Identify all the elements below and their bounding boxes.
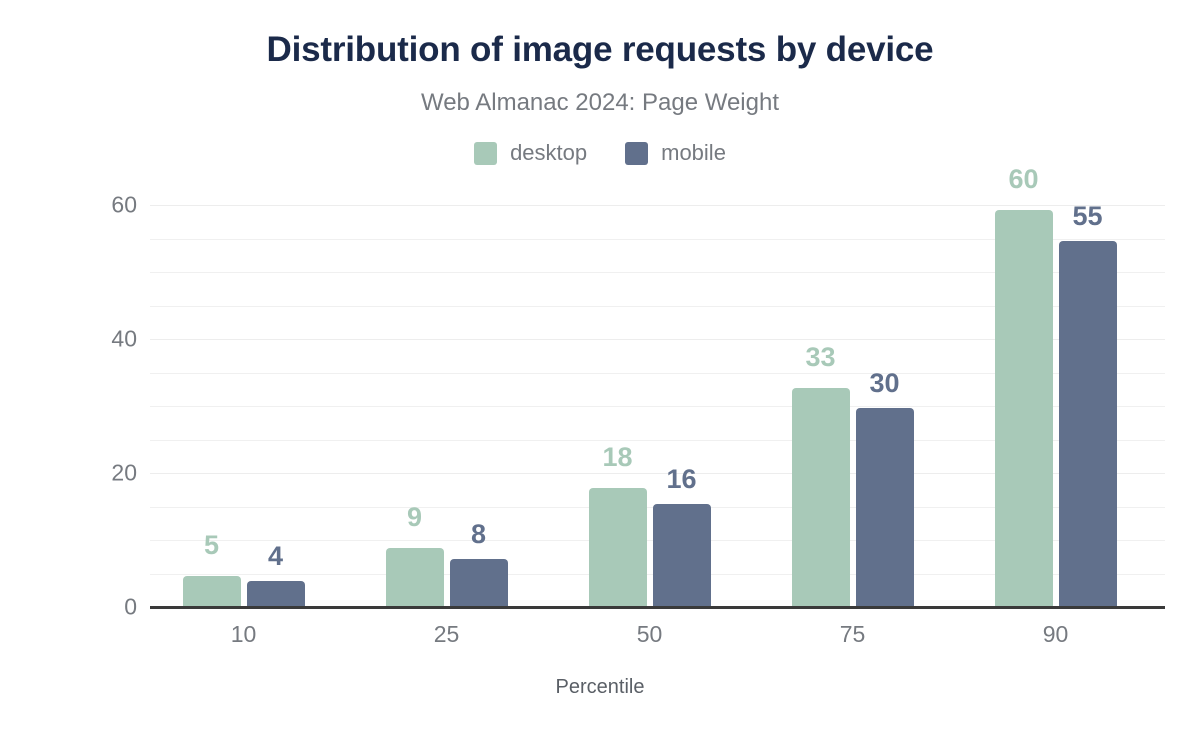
legend-label-desktop: desktop <box>510 140 588 165</box>
x-axis-tick-label: 50 <box>636 621 663 647</box>
bar-desktop-p10[interactable] <box>182 576 241 607</box>
x-axis-line <box>150 606 1165 609</box>
x-axis-title: Percentile <box>555 676 645 698</box>
y-axis-tick-label: 40 <box>111 325 137 352</box>
bar-value-label: 30 <box>869 368 900 398</box>
bar-desktop-p75[interactable] <box>791 387 850 607</box>
bar-value-label: 60 <box>1008 163 1039 194</box>
x-axis-tick-label: 90 <box>1042 621 1069 647</box>
bar-mobile-p90[interactable] <box>1058 240 1117 607</box>
x-axis-tick-label: 25 <box>433 621 460 647</box>
bar-desktop-p90[interactable] <box>994 209 1053 607</box>
plot-area <box>150 205 1165 608</box>
y-axis-tick-label: 60 <box>111 191 137 218</box>
y-axis-tick-label: 20 <box>111 459 137 486</box>
bar-value-label: 9 <box>406 502 423 533</box>
bar-value-label: 55 <box>1072 200 1103 231</box>
bar-desktop-p50[interactable] <box>588 487 647 607</box>
legend-swatch-mobile <box>625 141 649 165</box>
legend-item-mobile[interactable]: mobile <box>625 140 726 166</box>
bar-value-label: 18 <box>602 441 633 472</box>
bar-mobile-p25[interactable] <box>449 558 508 607</box>
legend-item-desktop[interactable]: desktop <box>474 140 587 166</box>
bar-value-label: 33 <box>805 341 836 372</box>
legend-label-mobile: mobile <box>661 140 726 165</box>
chart-legend: desktop mobile <box>0 140 1200 166</box>
x-axis-tick-label: 75 <box>839 621 866 647</box>
bar-value-label: 8 <box>470 518 487 549</box>
x-axis-tick-label: 10 <box>230 621 257 647</box>
bar-mobile-p50[interactable] <box>652 503 711 607</box>
bar-mobile-p10[interactable] <box>246 580 305 607</box>
bar-value-label: 5 <box>203 530 220 561</box>
y-axis-tick-label: 0 <box>124 593 137 620</box>
legend-swatch-desktop <box>474 141 498 165</box>
bar-desktop-p25[interactable] <box>385 548 444 607</box>
bar-mobile-p75[interactable] <box>855 408 914 607</box>
page-title: Distribution of image requests by device <box>266 30 934 69</box>
bar-value-label: 4 <box>267 540 284 571</box>
gridline <box>150 205 1165 206</box>
chart-subtitle: Web Almanac 2024: Page Weight <box>420 89 779 116</box>
bar-value-label: 16 <box>666 463 697 494</box>
